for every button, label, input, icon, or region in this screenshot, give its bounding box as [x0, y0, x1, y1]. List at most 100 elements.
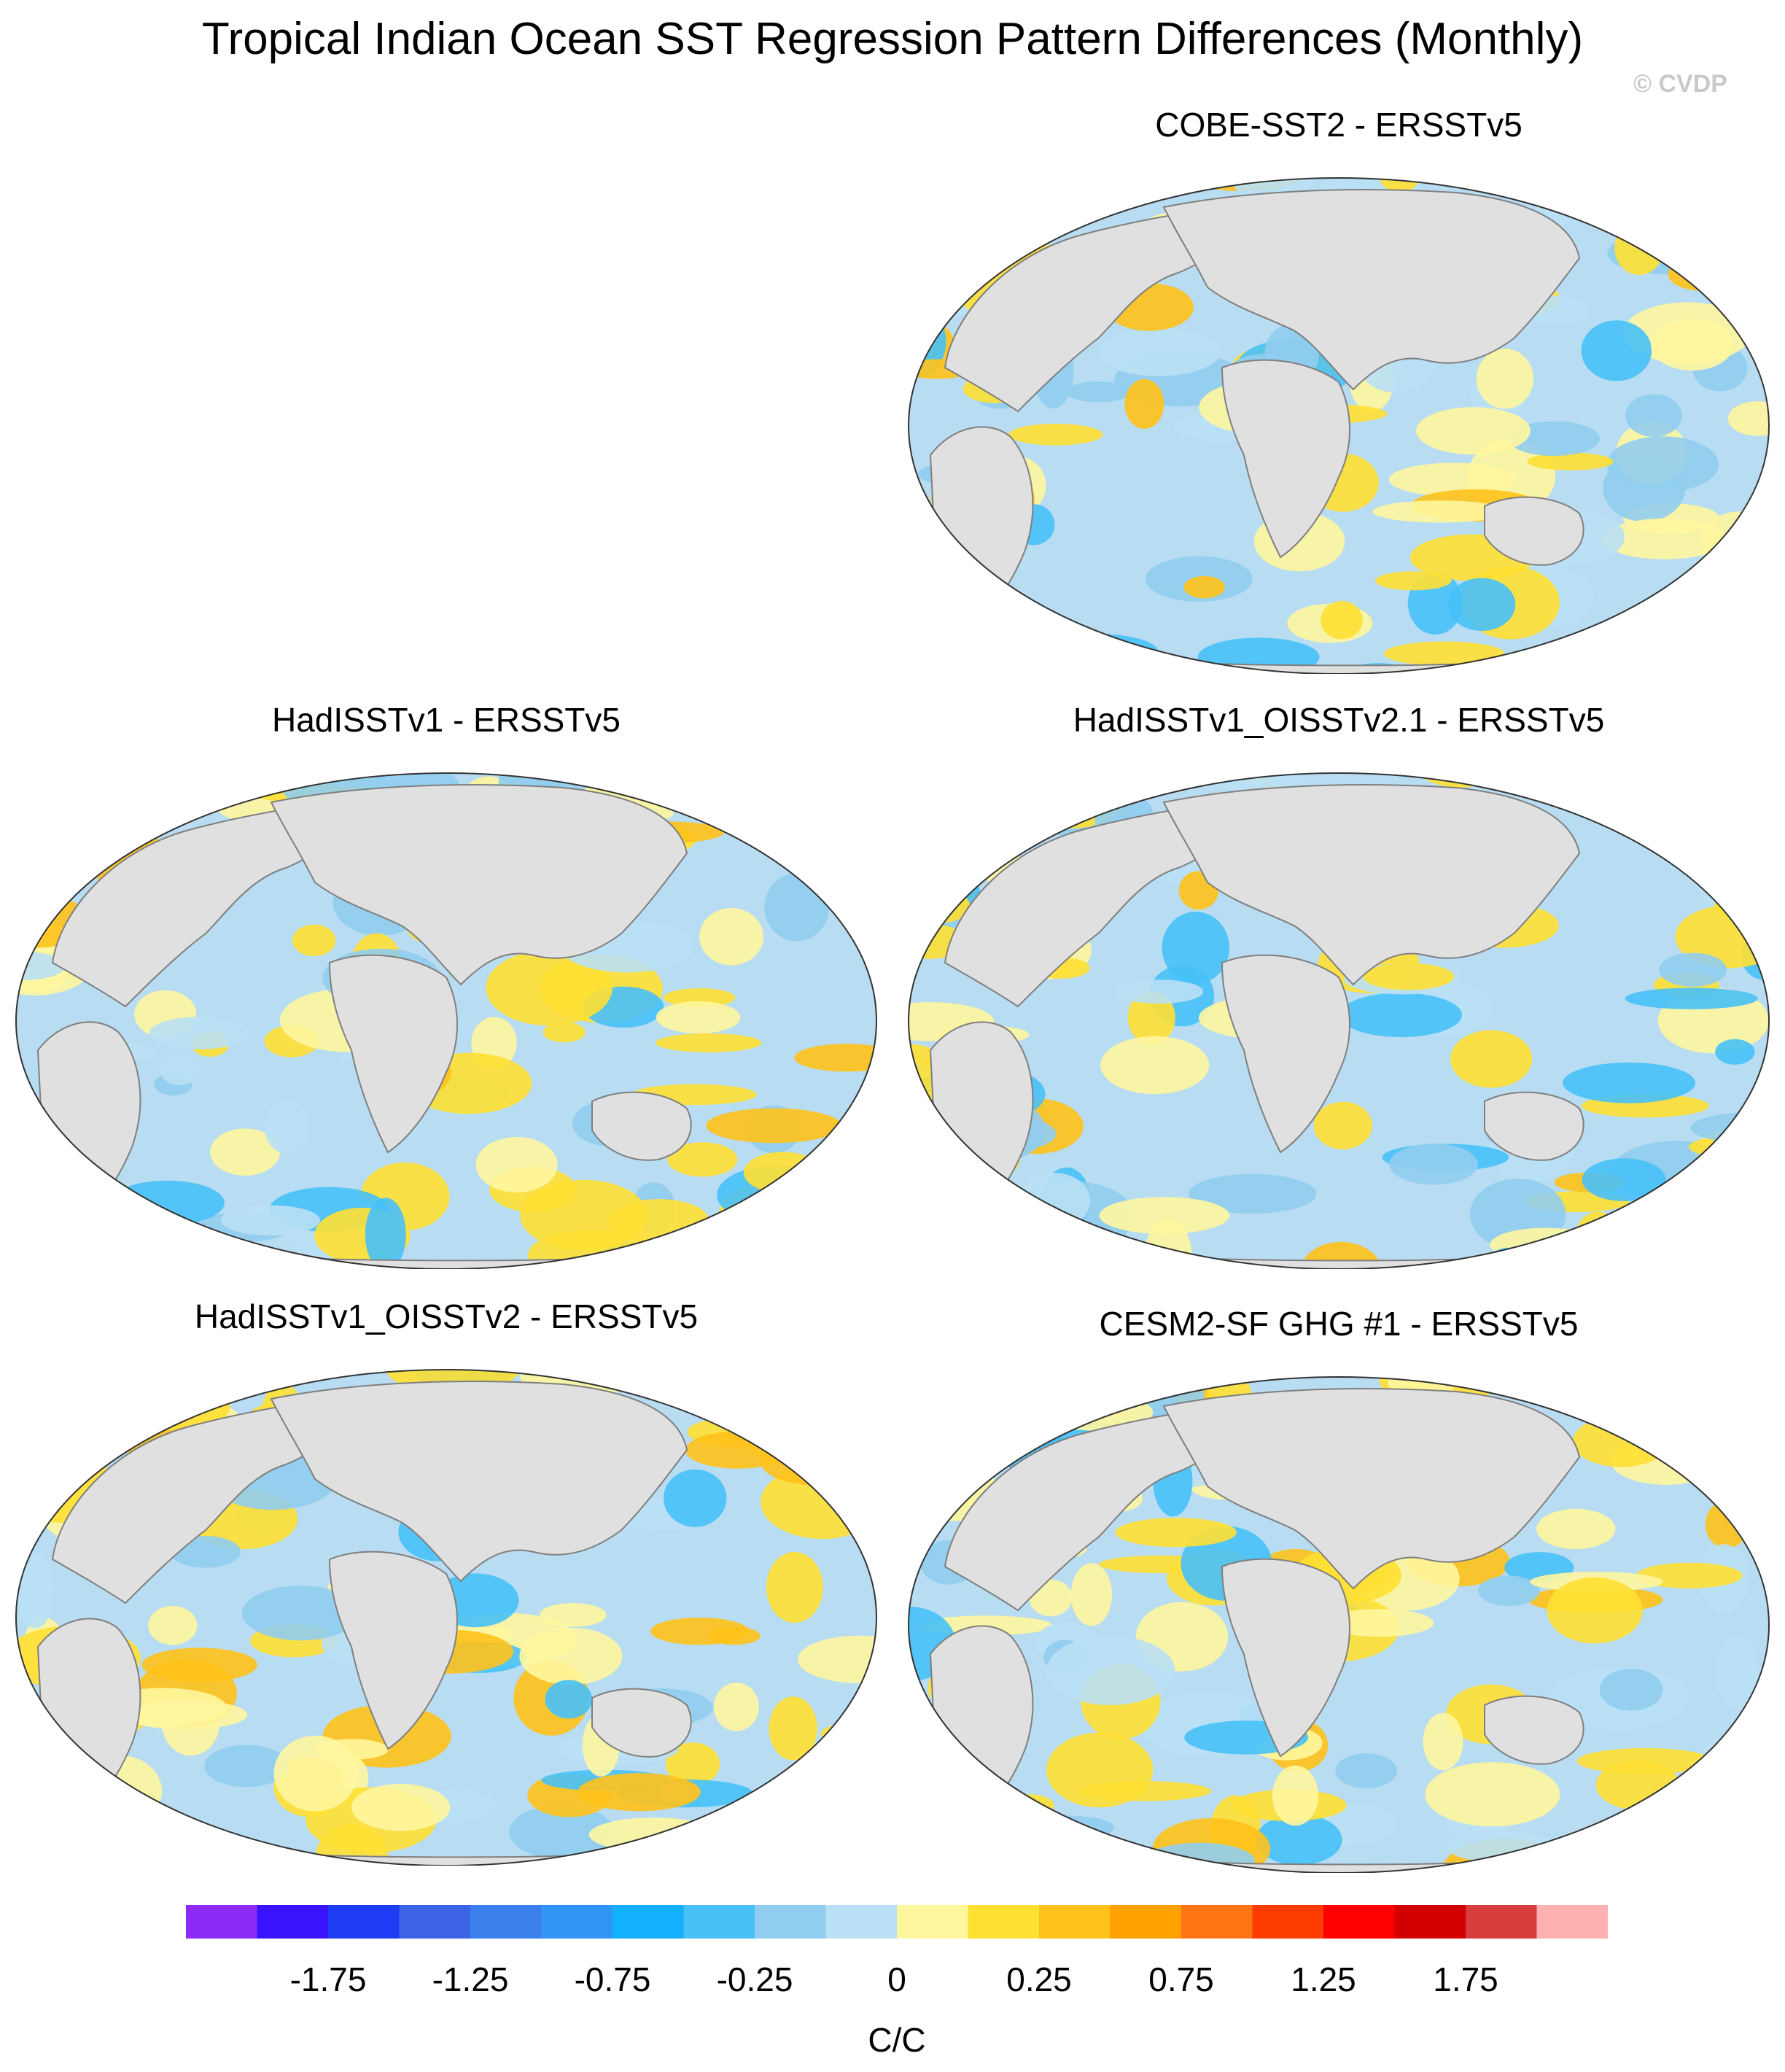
anomaly-contour [655, 1033, 762, 1052]
anomaly-contour [960, 1220, 1054, 1261]
anomaly-contour [1699, 864, 1742, 908]
anomaly-contour [986, 1209, 1062, 1269]
anomaly-contour [1065, 381, 1132, 403]
anomaly-contour [1374, 571, 1452, 591]
anomaly-contour [1707, 1254, 1769, 1269]
colorbar-tick-label: 1.75 [1433, 1960, 1498, 1998]
anomaly-contour [122, 1340, 230, 1361]
colorbar-tick-label: -1.25 [432, 1960, 509, 1998]
anomaly-contour [1162, 912, 1229, 984]
anomaly-contour [713, 1683, 759, 1731]
anomaly-contour [1732, 797, 1769, 820]
anomaly-contour [1477, 1575, 1540, 1606]
map-field [909, 1348, 1769, 1873]
anomaly-contour [686, 1228, 755, 1269]
anomaly-contour [909, 1198, 1037, 1234]
anomaly-contour [1379, 178, 1420, 193]
anomaly-contour [1097, 328, 1221, 376]
map-cobe [908, 149, 1770, 674]
anomaly-contour [1554, 193, 1636, 211]
anomaly-contour [241, 1586, 360, 1641]
land-mass [1162, 1388, 1581, 1590]
panel-title: COBE-SST2 - ERSSTv5 [1155, 106, 1522, 144]
panel-title: HadISSTv1 - ERSSTv5 [271, 701, 621, 739]
anomaly-contour [509, 1804, 615, 1860]
map-hadisst [15, 744, 884, 1269]
colorbar-tick-label: -0.25 [717, 1960, 793, 1998]
colorbar-swatch [186, 1905, 257, 1939]
anomaly-contour [1183, 575, 1225, 599]
anomaly-contour [1625, 988, 1758, 1009]
map-hadoi2 [15, 1340, 877, 1866]
anomaly-contour [159, 1053, 201, 1085]
anomaly-contour [909, 1377, 948, 1406]
map-border [908, 772, 1770, 1269]
colorbar-swatch [1039, 1905, 1111, 1939]
anomaly-contour [1335, 1753, 1397, 1788]
land-mass [270, 1381, 688, 1583]
anomaly-contour [727, 805, 841, 838]
anomaly-contour [1601, 518, 1728, 559]
anomaly-contour [1582, 1158, 1666, 1201]
anomaly-contour [1727, 401, 1769, 436]
map-hadoi21 [908, 748, 1770, 1269]
map-field [909, 748, 1769, 1269]
anomaly-contour [1100, 1036, 1210, 1095]
anomaly-contour [909, 1247, 971, 1269]
land-mass [1162, 189, 1581, 391]
map-panel-cesm: CESM2-SF GHG #1 - ERSSTv5 [901, 1304, 1776, 1880]
anomaly-contour [1547, 1577, 1643, 1644]
anomaly-contour [16, 1819, 62, 1866]
anomaly-contour [1490, 1227, 1601, 1262]
anomaly-contour [16, 786, 61, 855]
anomaly-contour [1697, 178, 1769, 190]
anomaly-contour [1108, 178, 1182, 194]
anomaly-contour [988, 150, 1036, 171]
anomaly-contour [909, 1118, 934, 1168]
panel-title: CESM2-SF GHG #1 - ERSSTv5 [1099, 1305, 1579, 1343]
anomaly-contour [1715, 1039, 1755, 1065]
land-mass [591, 1091, 692, 1161]
land-mass [929, 1625, 1034, 1834]
anomaly-contour [1741, 1761, 1769, 1812]
anomaly-contour [1037, 1260, 1134, 1269]
anomaly-contour [1722, 1470, 1769, 1528]
anomaly-contour [1077, 671, 1170, 674]
anomaly-contour [1037, 149, 1104, 167]
anomaly-contour [1128, 661, 1166, 674]
anomaly-contour [142, 1264, 240, 1269]
anomaly-contour [834, 1127, 876, 1192]
anomaly-contour [1002, 1794, 1054, 1817]
anomaly-contour [1046, 1257, 1137, 1269]
anomaly-contour [1582, 1241, 1670, 1263]
anomaly-contour [677, 1860, 790, 1866]
anomaly-contour [141, 1648, 257, 1683]
land-mass [1484, 1091, 1584, 1161]
anomaly-contour [796, 1254, 876, 1269]
anomaly-contour [1041, 1241, 1086, 1265]
colorbar-swatch [612, 1905, 684, 1939]
anomaly-contour [1694, 1130, 1754, 1187]
anomaly-contour [1165, 773, 1222, 788]
anomaly-contour [1447, 578, 1516, 632]
anomaly-contour [663, 988, 736, 1007]
anomaly-contour [1326, 1609, 1434, 1637]
anomaly-contour [365, 1198, 406, 1269]
anomaly-contour [1057, 748, 1100, 767]
anomaly-contour [909, 654, 980, 674]
anomaly-contour [812, 1217, 876, 1248]
anomaly-contour [831, 744, 884, 758]
land-mass [36, 1618, 141, 1827]
anomaly-contour [1187, 1348, 1230, 1370]
map-panel-hadisst: HadISSTv1 - ERSSTv5 [9, 700, 884, 1276]
copyright-watermark: © CVDP [1633, 70, 1727, 98]
anomaly-contour [1598, 631, 1732, 664]
anomaly-contour [909, 184, 952, 218]
anomaly-contour [1636, 1562, 1743, 1588]
anomaly-contour [763, 1769, 873, 1836]
anomaly-contour [1021, 1815, 1115, 1839]
colorbar-swatch [1110, 1905, 1182, 1939]
map-border [15, 772, 877, 1269]
anomaly-contour [909, 1044, 938, 1066]
anomaly-contour [1384, 641, 1505, 666]
